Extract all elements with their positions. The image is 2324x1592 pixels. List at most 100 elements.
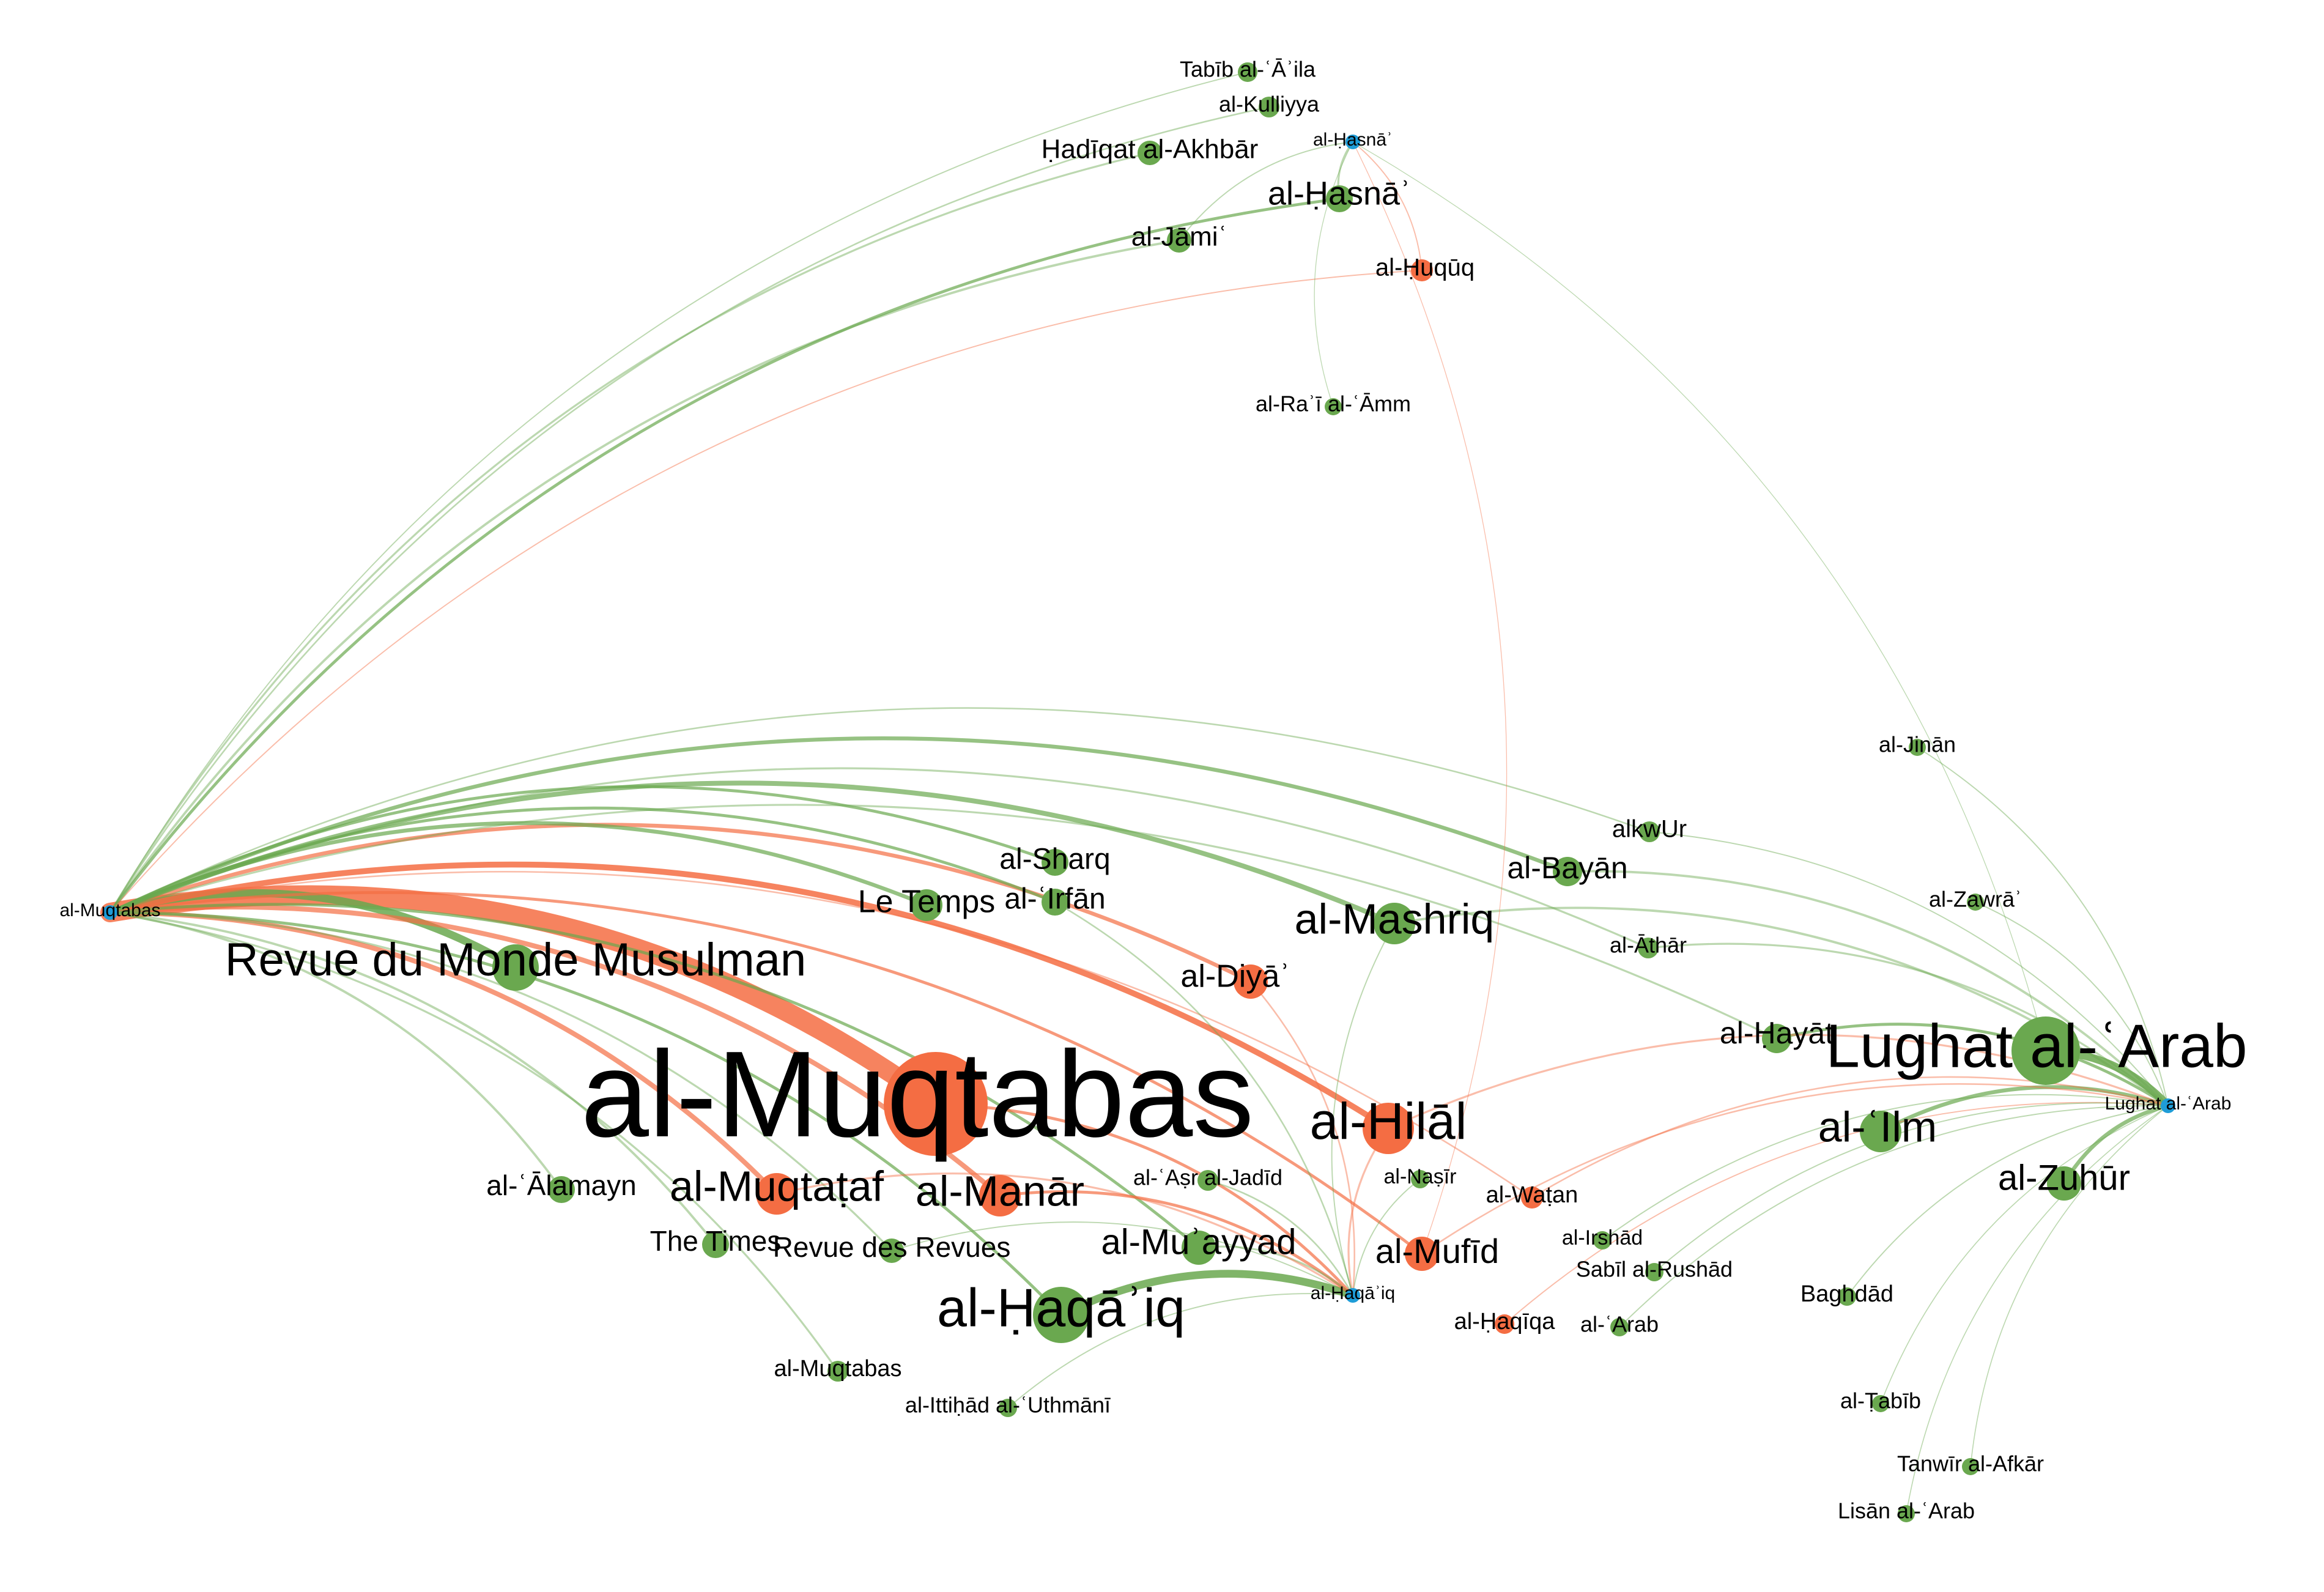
edge-src_haqaiq-haqaiq bbox=[1057, 1270, 1357, 1319]
edge-src_lughat-haqiqa bbox=[1504, 1101, 2169, 1325]
node-irshad[interactable] bbox=[1593, 1231, 1612, 1250]
edge-src_lughat-zawra bbox=[1975, 902, 2169, 1106]
node-label-kulliyya: al-Kulliyya bbox=[1219, 92, 1320, 117]
edge-src_lughat-baghdad bbox=[1846, 1105, 2169, 1297]
node-lughat_big[interactable] bbox=[2011, 1016, 2080, 1085]
node-diya[interactable] bbox=[1234, 964, 1268, 999]
node-hadiqat[interactable] bbox=[1138, 141, 1162, 165]
node-times[interactable] bbox=[702, 1231, 729, 1258]
node-hilal[interactable] bbox=[1363, 1103, 1414, 1154]
edge-src_lughat-watan bbox=[1531, 1076, 2169, 1199]
node-muayyad[interactable] bbox=[1182, 1231, 1216, 1265]
node-letemps[interactable] bbox=[911, 889, 942, 921]
node-label-src_muqtabas: al-Muqtabas bbox=[59, 900, 160, 920]
edge-src_lughat-alkwur bbox=[1649, 831, 2169, 1106]
edge-src_muqtabas-times bbox=[109, 911, 717, 1246]
node-label-zuhur: al-Zuhūr bbox=[1998, 1158, 2130, 1198]
node-muqtabas_small[interactable] bbox=[827, 1361, 848, 1382]
node-watan[interactable] bbox=[1521, 1187, 1543, 1209]
edge-src_haqaiq-diya bbox=[1249, 980, 1355, 1297]
node-label-hilal: al-Hilāl bbox=[1310, 1092, 1467, 1150]
node-alamayn[interactable] bbox=[548, 1176, 575, 1203]
edge-src_muqtabas-diya bbox=[108, 823, 1253, 984]
node-label-jinan: al-Jinān bbox=[1879, 732, 1956, 757]
node-label-jami: al-Jāmiʿ bbox=[1131, 222, 1227, 252]
node-label-src_hasna: al-Ḥasnāʾ bbox=[1313, 130, 1393, 150]
node-haqaiq[interactable] bbox=[1033, 1287, 1089, 1343]
node-label-irshad: al-Irshād bbox=[1562, 1226, 1643, 1250]
node-rmm[interactable] bbox=[492, 944, 539, 991]
node-nasir[interactable] bbox=[1411, 1170, 1429, 1188]
edge-layer bbox=[100, 72, 2172, 1514]
node-hasna_g[interactable] bbox=[1326, 185, 1353, 212]
node-label-tabib_aila: Tabīb al-ʿĀʾila bbox=[1180, 57, 1316, 82]
edge-src_lughat-arab bbox=[1619, 1105, 2169, 1328]
edge-src_haqaiq-muqtabas_big bbox=[934, 1102, 1355, 1297]
node-label-mashriq: al-Mashriq bbox=[1295, 895, 1495, 942]
node-label-tabib: al-Ṭabīb bbox=[1840, 1388, 1921, 1413]
node-label-manar: al-Manār bbox=[916, 1167, 1084, 1215]
node-asr[interactable] bbox=[1197, 1170, 1218, 1191]
edge-src_muqtabas-mufid bbox=[108, 891, 1424, 1256]
edge-src_muqtabas-muqtabas_small bbox=[109, 911, 839, 1372]
node-sharq[interactable] bbox=[1042, 849, 1068, 876]
edge-src_lughat-hayat bbox=[1775, 1023, 2170, 1108]
node-bayan[interactable] bbox=[1553, 857, 1582, 886]
edge-src_hasna-jami bbox=[1179, 141, 1353, 241]
node-label-alkwur: alkwUr bbox=[1612, 816, 1687, 843]
node-lisan[interactable] bbox=[1898, 1505, 1915, 1522]
node-mufid[interactable] bbox=[1405, 1237, 1439, 1271]
node-label-lisan: Lisān al-ʿArab bbox=[1838, 1498, 1975, 1524]
edge-src_muqtabas-watan bbox=[109, 871, 1533, 1199]
node-sabil[interactable] bbox=[1645, 1263, 1663, 1281]
node-label-muayyad: al-Muʾayyad bbox=[1101, 1222, 1296, 1262]
node-ittihad[interactable] bbox=[999, 1399, 1017, 1417]
node-kulliyya[interactable] bbox=[1259, 97, 1279, 117]
node-athar[interactable] bbox=[1638, 938, 1659, 958]
node-rdr[interactable] bbox=[879, 1238, 904, 1263]
node-label-athar: al-Āthār bbox=[1610, 933, 1687, 958]
node-irfan[interactable] bbox=[1042, 889, 1068, 916]
node-manar[interactable] bbox=[979, 1175, 1021, 1216]
node-ilm[interactable] bbox=[1860, 1111, 1901, 1152]
node-hayat[interactable] bbox=[1762, 1024, 1791, 1053]
node-src_haqaiq[interactable] bbox=[1345, 1288, 1360, 1303]
node-huquq[interactable] bbox=[1411, 259, 1433, 281]
edge-src_muqtabas-muayyad bbox=[108, 903, 1201, 1250]
node-tabib[interactable] bbox=[1872, 1395, 1889, 1412]
node-label-times: The Times bbox=[650, 1225, 782, 1257]
node-label-ittihad: al-Ittiḥād al-ʿUthmānī bbox=[905, 1393, 1111, 1418]
edge-src_haqaiq-asr bbox=[1207, 1179, 1354, 1297]
node-label-sabil: Sabīl al-Rushād bbox=[1576, 1257, 1733, 1282]
node-zuhur[interactable] bbox=[2047, 1166, 2081, 1201]
node-mashriq[interactable] bbox=[1374, 903, 1415, 944]
node-arab[interactable] bbox=[1610, 1318, 1629, 1336]
node-label-diya: al-Diyāʾ bbox=[1180, 959, 1290, 994]
node-muqtataf[interactable] bbox=[756, 1173, 797, 1215]
node-label-rmm: Revue du Monde Musulman bbox=[225, 934, 807, 986]
edge-src_muqtabas-alamayn bbox=[109, 911, 563, 1191]
node-rai[interactable] bbox=[1325, 398, 1342, 415]
edge-src_haqaiq-manar bbox=[998, 1190, 1355, 1297]
edge-src_muqtabas-manar bbox=[108, 905, 1002, 1198]
node-label-muqtabas_big: al-Muqtabas bbox=[581, 1026, 1254, 1163]
node-tabib_aila[interactable] bbox=[1238, 62, 1257, 82]
edge-src_lughat-jinan bbox=[1917, 747, 2169, 1106]
node-jinan[interactable] bbox=[1909, 739, 1926, 756]
node-haqiqa[interactable] bbox=[1495, 1314, 1514, 1334]
node-label-alamayn: al-ʿĀlamayn bbox=[486, 1169, 636, 1201]
edge-src_haqaiq-muqtataf bbox=[775, 1172, 1354, 1297]
node-tanwir[interactable] bbox=[1962, 1458, 1979, 1475]
node-baghdad[interactable] bbox=[1838, 1287, 1856, 1306]
node-label-zawra: al-Zawrāʾ bbox=[1929, 887, 2022, 912]
node-src_muqtabas[interactable] bbox=[103, 905, 117, 920]
node-src_hasna[interactable] bbox=[1345, 135, 1360, 149]
node-alkwur[interactable] bbox=[1639, 821, 1660, 842]
node-label-haqaiq: al-Ḥaqāʾiq bbox=[937, 1277, 1185, 1338]
node-label-baghdad: Baghdād bbox=[1800, 1281, 1893, 1307]
node-src_lughat[interactable] bbox=[2161, 1098, 2175, 1113]
node-muqtabas_big[interactable] bbox=[884, 1052, 988, 1156]
node-jami[interactable] bbox=[1167, 228, 1191, 253]
node-zawra[interactable] bbox=[1967, 894, 1984, 911]
node-layer bbox=[103, 62, 2175, 1522]
